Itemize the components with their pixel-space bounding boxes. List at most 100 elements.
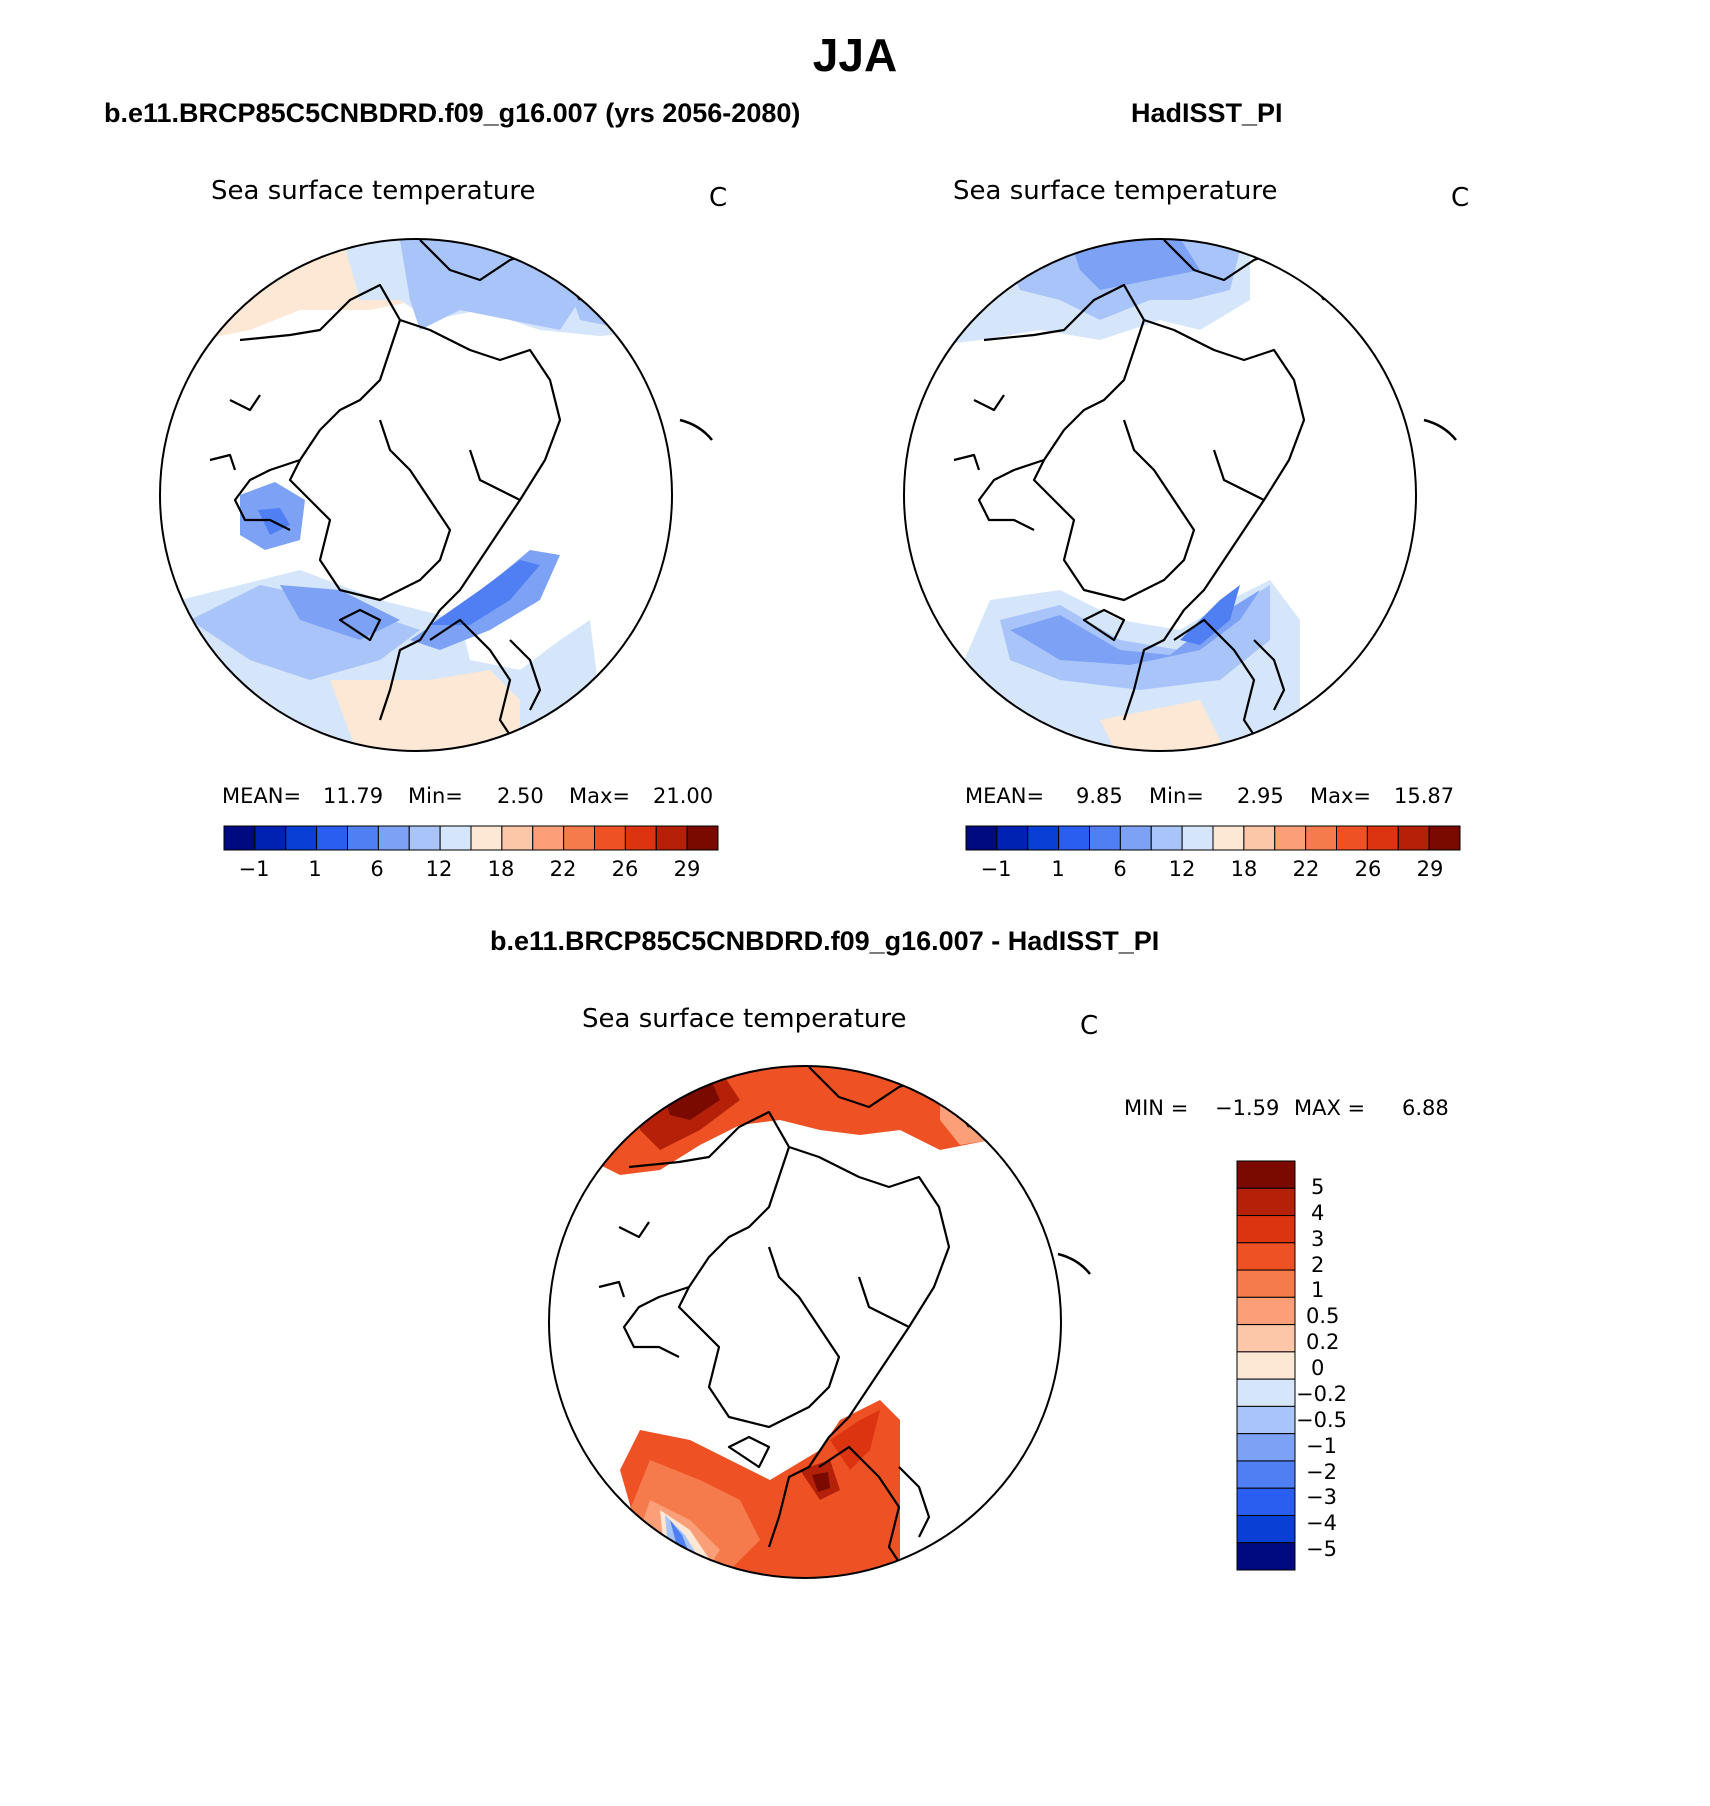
colorbar-swatch: [1397, 825, 1430, 851]
colorbar-swatch: [470, 825, 503, 851]
panel3-min: −1.59: [1215, 1096, 1280, 1120]
panel3-tick: −1: [1306, 1434, 1337, 1458]
colorbar-swatch: [563, 825, 595, 851]
colorbar-swatch: [1236, 1378, 1296, 1407]
colorbar-swatch: [1236, 1514, 1296, 1544]
colorbar-swatch: [439, 825, 472, 851]
panel1-label: Sea surface temperature: [211, 176, 536, 206]
panel3-tick: −2: [1306, 1460, 1337, 1484]
colorbar-swatch: [1366, 825, 1399, 851]
coastline-fragment: [1057, 1252, 1091, 1275]
panel2-tick: 12: [1168, 857, 1196, 881]
panel1-min-label: Min=: [408, 784, 463, 808]
colorbar-swatch: [1274, 825, 1307, 851]
colorbar-swatch: [377, 825, 410, 851]
panel1-tick: 12: [425, 857, 453, 881]
panel1-tick: −1: [238, 857, 270, 881]
colorbar-swatch: [1212, 825, 1245, 851]
colorbar-swatch: [254, 825, 287, 851]
colorbar-swatch: [285, 825, 318, 851]
panel2-tick: 22: [1292, 857, 1320, 881]
colorbar-swatch: [1236, 1433, 1296, 1462]
colorbar-swatch: [1027, 825, 1060, 851]
colorbar-swatch: [1150, 825, 1183, 851]
panel2-tick: 26: [1354, 857, 1382, 881]
panel2-mean: 9.85: [1076, 784, 1123, 808]
panel2-map: [903, 238, 1417, 752]
colorbar-swatch: [347, 825, 379, 851]
panel1-tick: 1: [308, 857, 322, 881]
panel2-mean-label: MEAN=: [965, 784, 1045, 808]
panel1-tick: 18: [487, 857, 515, 881]
panel2-colorbar: [965, 825, 1461, 851]
panel1-max-label: Max=: [569, 784, 631, 808]
colorbar-swatch: [223, 825, 256, 851]
panel1-case-title: b.e11.BRCP85C5CNBDRD.f09_g16.007 (yrs 20…: [104, 98, 801, 128]
colorbar-swatch: [1236, 1269, 1296, 1298]
colorbar-swatch: [1336, 825, 1368, 851]
panel1-tick: 6: [370, 857, 384, 881]
colorbar-swatch: [1236, 1487, 1296, 1516]
colorbar-swatch: [1236, 1242, 1296, 1271]
colorbar-swatch: [624, 825, 657, 851]
panel3-max: 6.88: [1402, 1096, 1449, 1120]
panel1-tick: 26: [611, 857, 639, 881]
colorbar-swatch: [1236, 1460, 1296, 1489]
colorbar-swatch: [996, 825, 1029, 851]
panel1-tick: 22: [549, 857, 577, 881]
colorbar-swatch: [1058, 825, 1090, 851]
colorbar-swatch: [408, 825, 441, 851]
panel1-units: C: [709, 183, 728, 213]
panel2-max-label: Max=: [1310, 784, 1372, 808]
panel1-min: 2.50: [497, 784, 544, 808]
panel1-mean-label: MEAN=: [222, 784, 302, 808]
panel3-tick: 0: [1311, 1356, 1325, 1380]
panel3-label: Sea surface temperature: [582, 1004, 907, 1034]
panel1-mean: 11.79: [323, 784, 384, 808]
colorbar-swatch: [1236, 1542, 1296, 1571]
colorbar-swatch: [1236, 1324, 1296, 1353]
panel1-max: 21.00: [653, 784, 714, 808]
panel3-case-title: b.e11.BRCP85C5CNBDRD.f09_g16.007 - HadIS…: [490, 926, 1160, 956]
colorbar-swatch: [1305, 825, 1337, 851]
panel3-tick: −3: [1306, 1485, 1337, 1509]
panel3-tick: −5: [1306, 1537, 1337, 1561]
colorbar-swatch: [1243, 825, 1276, 851]
colorbar-swatch: [1119, 825, 1152, 851]
colorbar-swatch: [1236, 1405, 1296, 1435]
panel1-tick: 29: [673, 857, 701, 881]
panel2-tick: 6: [1113, 857, 1127, 881]
panel3-tick: −4: [1306, 1511, 1337, 1535]
colorbar-swatch: [1236, 1351, 1296, 1380]
panel3-tick: −0.2: [1296, 1382, 1347, 1406]
panel3-units: C: [1080, 1011, 1099, 1041]
colorbar-swatch: [1428, 825, 1461, 851]
panel2-min: 2.95: [1237, 784, 1284, 808]
panel3-tick: 0.5: [1306, 1304, 1340, 1328]
panel2-min-label: Min=: [1149, 784, 1204, 808]
panel3-map: [548, 1065, 1062, 1579]
panel3-tick: 1: [1311, 1278, 1325, 1302]
panel3-tick: 2: [1311, 1253, 1325, 1277]
panel2-units: C: [1451, 183, 1470, 213]
page-title: JJA: [812, 29, 898, 81]
panel3-max-label: MAX =: [1294, 1096, 1366, 1120]
colorbar-swatch: [1089, 825, 1121, 851]
colorbar-swatch: [1236, 1296, 1296, 1326]
panel3-tick: 3: [1311, 1227, 1325, 1251]
panel2-tick: 29: [1416, 857, 1444, 881]
panel3-tick: 0.2: [1306, 1330, 1340, 1354]
panel2-max: 15.87: [1394, 784, 1455, 808]
panel1-map: [159, 238, 673, 752]
colorbar-swatch: [965, 825, 998, 851]
colorbar-swatch: [1236, 1187, 1296, 1217]
colorbar-swatch: [501, 825, 534, 851]
panel2-case-title: HadISST_PI: [1131, 98, 1283, 128]
panel3-tick: −0.5: [1296, 1408, 1347, 1432]
panel2-tick: 1: [1051, 857, 1065, 881]
colorbar-swatch: [655, 825, 688, 851]
panel2-tick: 18: [1230, 857, 1258, 881]
colorbar-swatch: [1236, 1215, 1296, 1244]
panel2-label: Sea surface temperature: [953, 176, 1278, 206]
panel3-tick: 4: [1311, 1201, 1325, 1225]
